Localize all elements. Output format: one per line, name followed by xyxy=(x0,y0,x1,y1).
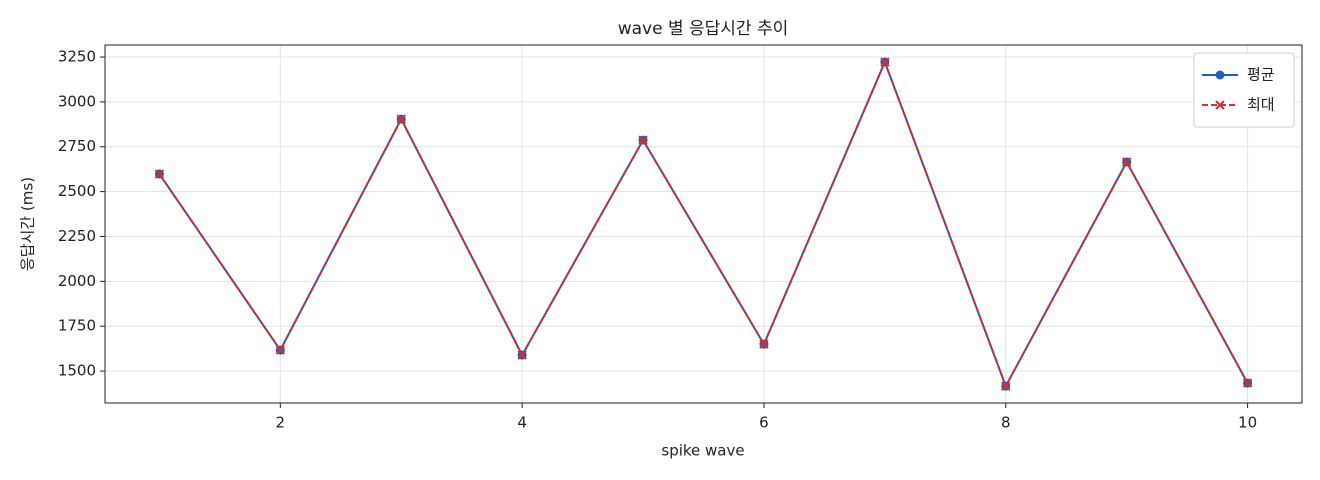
marker xyxy=(638,135,648,145)
plot-frame xyxy=(104,44,1303,404)
y-tick-label: 2750 xyxy=(58,137,96,155)
marker xyxy=(1242,378,1253,388)
legend-label: 평균 xyxy=(1247,66,1275,84)
y-tick-label: 2000 xyxy=(58,272,96,290)
y-tick-label: 1500 xyxy=(58,362,96,380)
x-tick-label: 2 xyxy=(276,414,286,432)
y-tick-label: 1750 xyxy=(58,317,96,335)
x-tick-label: 8 xyxy=(1001,414,1011,432)
y-tick-label: 2250 xyxy=(58,227,96,245)
x-axis-label: spike wave xyxy=(661,442,744,460)
marker xyxy=(517,350,527,360)
x-tick-label: 4 xyxy=(517,414,527,432)
x-tick-label: 10 xyxy=(1238,414,1257,432)
series-line xyxy=(158,59,1249,389)
marker xyxy=(154,169,165,179)
marker xyxy=(759,339,769,349)
legend-marker xyxy=(1215,100,1225,110)
marker xyxy=(275,345,286,355)
y-tick-label: 3250 xyxy=(58,48,96,66)
marker xyxy=(396,114,406,124)
legend-box xyxy=(1193,52,1295,128)
y-axis-label: 응답시간 (ms) xyxy=(19,177,37,271)
series-line xyxy=(158,59,1249,389)
legend-label: 최대 xyxy=(1247,96,1275,114)
marker xyxy=(880,57,890,67)
y-tick-label: 2500 xyxy=(58,182,96,200)
chart-title: wave 별 응답시간 추이 xyxy=(618,19,789,39)
x-tick-label: 6 xyxy=(759,414,769,432)
legend-marker xyxy=(1215,70,1225,80)
y-tick-label: 3000 xyxy=(58,92,96,110)
marker xyxy=(1121,157,1132,167)
marker xyxy=(1001,381,1011,391)
